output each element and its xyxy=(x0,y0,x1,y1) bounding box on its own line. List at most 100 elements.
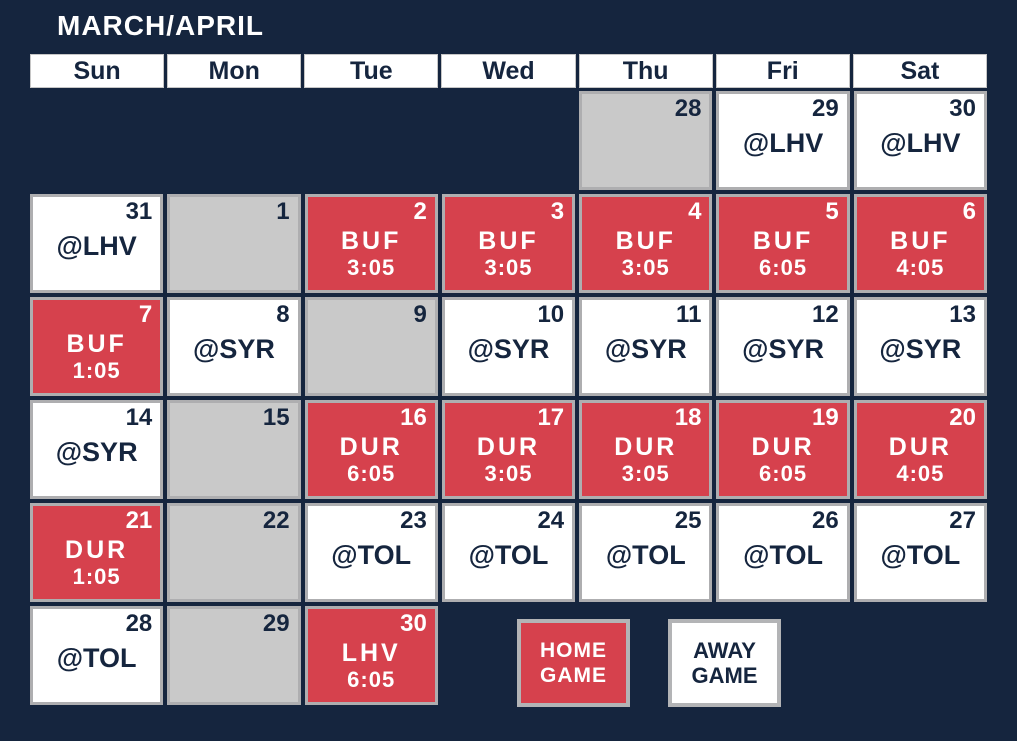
calendar-cell-blank xyxy=(30,91,163,190)
calendar-cell-11-away: 11 @SYR xyxy=(579,297,713,396)
legend-home-line2: GAME xyxy=(540,664,607,687)
calendar-cell-27-away: 27 @TOL xyxy=(853,503,987,602)
calendar-cell-26-away: 26 @TOL xyxy=(716,503,850,602)
cell-date: 5 xyxy=(825,198,839,225)
calendar-cell-29-off: 29 xyxy=(167,606,301,705)
calendar-cell-21-home: 21 DUR 1:05 xyxy=(30,503,164,602)
cell-date: 7 xyxy=(138,301,153,328)
month-title: MARCH/APRIL xyxy=(57,10,264,41)
calendar-cell-10-away: 10 @SYR xyxy=(441,297,576,396)
cell-date: 21 xyxy=(125,507,153,534)
cell-opponent: @TOL xyxy=(56,643,137,673)
calendar-cell-12-away: 12 @SYR xyxy=(716,297,850,396)
calendar-cell-22-off: 22 xyxy=(167,503,301,602)
cell-team: BUF xyxy=(66,330,127,358)
cell-date: 27 xyxy=(949,507,976,534)
legend-home-game: HOME GAME xyxy=(517,619,630,707)
cell-date: 6 xyxy=(962,198,976,225)
cell-opponent: @SYR xyxy=(193,334,275,364)
cell-team: BUF xyxy=(478,227,539,255)
calendar-cell-31-away: 31 @LHV xyxy=(30,194,164,293)
day-header-sun: Sun xyxy=(30,54,165,88)
cell-date: 22 xyxy=(262,507,290,534)
cell-date: 28 xyxy=(674,95,702,122)
calendar-cell-17-home: 17 DUR 3:05 xyxy=(441,400,576,499)
cell-date: 29 xyxy=(812,95,839,122)
cell-time: 6:05 xyxy=(759,255,808,280)
day-header-fri: Fri xyxy=(715,54,850,88)
cell-time: 3:05 xyxy=(621,255,670,280)
cell-time: 3:05 xyxy=(484,255,533,280)
calendar-grid: 28 29 @LHV 30 @LHV 31 @LHV 1 2 BUF 3:05 3 BUF 3:05 4 BU… xyxy=(30,91,987,705)
calendar-cell-19-home: 19 DUR 6:05 xyxy=(716,400,850,499)
cell-time: 1:05 xyxy=(72,564,121,589)
calendar-cell-15-off: 15 xyxy=(167,400,301,499)
legend-away-line1: AWAY xyxy=(693,638,756,663)
cell-date: 9 xyxy=(413,301,427,328)
cell-date: 29 xyxy=(262,610,290,637)
cell-date: 28 xyxy=(125,610,153,637)
cell-team: BUF xyxy=(615,227,676,255)
calendar-cell-25-away: 25 @TOL xyxy=(579,503,713,602)
cell-time: 4:05 xyxy=(896,461,945,486)
cell-time: 4:05 xyxy=(896,255,945,280)
cell-time: 1:05 xyxy=(72,358,121,383)
day-header-thu: Thu xyxy=(578,54,713,88)
cell-team: LHV xyxy=(341,639,401,667)
calendar-cell-30-away: 30 @LHV xyxy=(853,91,987,190)
calendar-cell-23-away: 23 @TOL xyxy=(304,503,438,602)
cell-team: DUR xyxy=(751,433,815,461)
cell-opponent: @TOL xyxy=(880,540,961,570)
cell-opponent: @TOL xyxy=(743,540,823,570)
calendar-cell-blank xyxy=(305,91,438,190)
calendar-cell-14-away: 14 @SYR xyxy=(30,400,164,499)
cell-opponent: @SYR xyxy=(467,334,550,364)
day-header-wed: Wed xyxy=(441,54,576,88)
calendar-cell-24-away: 24 @TOL xyxy=(441,503,576,602)
cell-opponent: @SYR xyxy=(742,334,824,364)
calendar-cell-2-home: 2 BUF 3:05 xyxy=(304,194,438,293)
legend-away-line2: GAME xyxy=(691,663,758,688)
cell-date: 16 xyxy=(400,404,427,431)
cell-opponent: @TOL xyxy=(468,540,549,570)
cell-date: 26 xyxy=(812,507,839,534)
cell-opponent: @SYR xyxy=(879,334,962,364)
cell-date: 31 xyxy=(125,198,153,225)
cell-team: DUR xyxy=(476,433,541,461)
cell-date: 8 xyxy=(276,301,290,328)
calendar-cell-28-off: 28 xyxy=(579,91,713,190)
cell-opponent: @LHV xyxy=(880,128,961,158)
calendar-cell-13-away: 13 @SYR xyxy=(853,297,987,396)
day-header-mon: Mon xyxy=(167,54,302,88)
cell-date: 24 xyxy=(537,507,565,534)
cell-time: 3:05 xyxy=(621,461,670,486)
cell-date: 14 xyxy=(125,404,153,431)
calendar-cell-blank xyxy=(854,606,987,705)
cell-time: 3:05 xyxy=(484,461,533,486)
calendar-cell-30-home: 30 LHV 6:05 xyxy=(304,606,438,705)
cell-team: DUR xyxy=(339,433,403,461)
cell-date: 18 xyxy=(674,404,702,431)
calendar-cell-blank xyxy=(442,91,575,190)
calendar-cell-18-home: 18 DUR 3:05 xyxy=(579,400,713,499)
cell-date: 23 xyxy=(400,507,427,534)
cell-date: 3 xyxy=(550,198,565,225)
cell-team: DUR xyxy=(614,433,678,461)
cell-date: 12 xyxy=(812,301,839,328)
day-header-row: Sun Mon Tue Wed Thu Fri Sat xyxy=(30,54,987,88)
cell-time: 3:05 xyxy=(347,255,396,280)
cell-opponent: @LHV xyxy=(56,231,137,261)
calendar-cell-9-off: 9 xyxy=(304,297,438,396)
cell-team: DUR xyxy=(65,536,129,564)
cell-date: 15 xyxy=(262,404,290,431)
cell-date: 10 xyxy=(537,301,565,328)
calendar-cell-1-off: 1 xyxy=(167,194,301,293)
cell-date: 19 xyxy=(812,404,839,431)
cell-date: 11 xyxy=(676,301,702,328)
day-header-sat: Sat xyxy=(852,54,987,88)
cell-time: 6:05 xyxy=(759,461,808,486)
calendar-cell-28-away: 28 @TOL xyxy=(30,606,164,705)
calendar-cell-7-home: 7 BUF 1:05 xyxy=(30,297,164,396)
calendar-cell-29-away: 29 @LHV xyxy=(716,91,850,190)
